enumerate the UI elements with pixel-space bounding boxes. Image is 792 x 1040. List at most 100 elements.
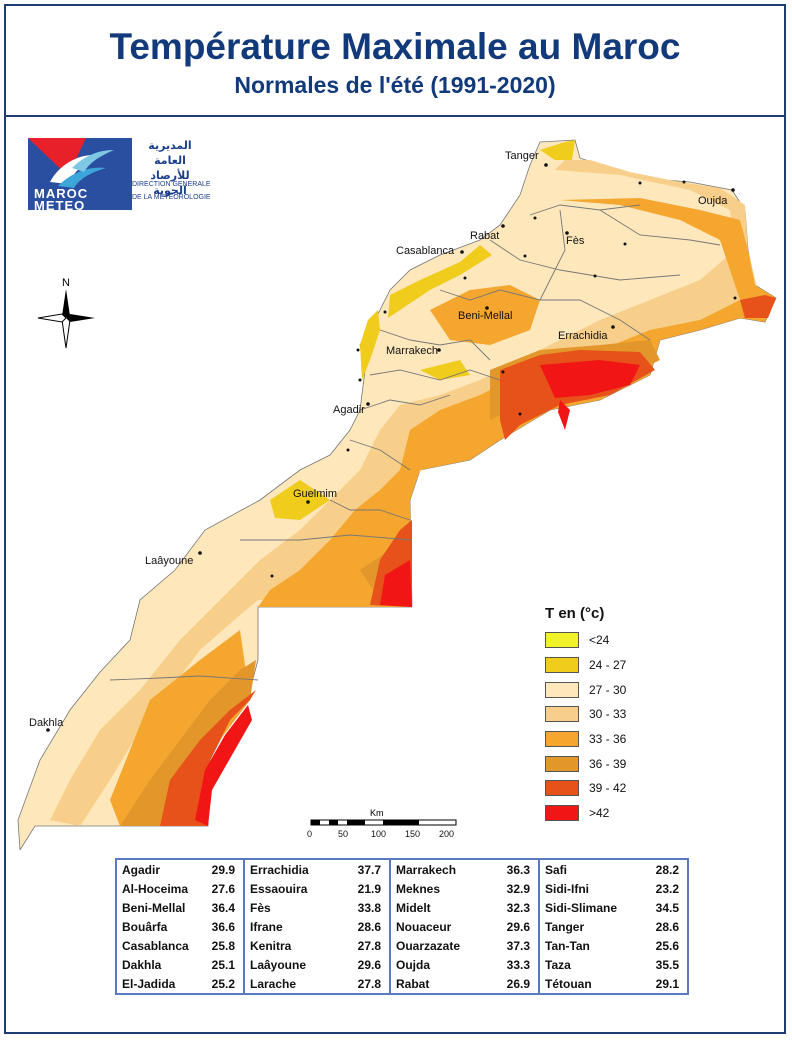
legend-item: 30 - 33 — [545, 702, 665, 727]
station-value: 25.2 — [211, 976, 235, 991]
station-value: 25.1 — [211, 957, 235, 972]
scale-unit-label: Km — [370, 808, 384, 818]
legend-label: 33 - 36 — [589, 732, 627, 747]
legend-item: <24 — [545, 628, 665, 653]
station-value: 32.9 — [506, 881, 530, 896]
city-label-errachidia: Errachidia — [558, 330, 608, 342]
station-name: Fès — [243, 898, 348, 917]
maroc-meteo-logo: MAROC METEO المديرية العامة للأرصاد الجو… — [28, 138, 211, 212]
station-name: Oujda — [389, 955, 497, 974]
station-value: 25.8 — [211, 938, 235, 953]
map-region-24-27-north — [540, 140, 575, 160]
station-name: Tétouan — [538, 974, 646, 994]
legend-label: 39 - 42 — [589, 781, 627, 796]
city-dot-fes — [565, 231, 569, 235]
legend-item: 24 - 27 — [545, 653, 665, 678]
logo-french-line1: DIRECTION GENERALE — [132, 181, 211, 188]
station-value: 29.6 — [357, 957, 381, 972]
city-dot-tanger — [544, 163, 548, 167]
legend-swatch — [545, 657, 579, 674]
city-dot-beni-mellal — [485, 306, 489, 310]
station-value: 28.6 — [357, 919, 381, 934]
legend-label: 24 - 27 — [589, 658, 627, 673]
city-dot-oujda — [731, 188, 735, 192]
station-value: 34.5 — [655, 900, 679, 915]
city-label-guelmim: Guelmim — [293, 488, 337, 500]
city-label-agadir: Agadir — [333, 404, 365, 416]
scale-tick-150: 150 — [405, 829, 421, 839]
legend-item: 33 - 36 — [545, 727, 665, 752]
compass-rose-icon: N — [37, 277, 95, 349]
station-value: 37.7 — [357, 862, 381, 877]
station-name: Marrakech — [389, 859, 497, 879]
map-region-24-27-casablanca — [388, 245, 492, 318]
station-value: 25.6 — [655, 938, 679, 953]
station-name: Tanger — [538, 917, 646, 936]
logo-french-text: DIRECTION GENERALE DE LA METEOROLOGIE — [132, 178, 212, 204]
table-row: Agadir 29.9 Errachidia 37.7 Marrakech 36.3 Saf… — [115, 859, 688, 879]
station-name: Meknes — [389, 879, 497, 898]
map-region-24-27-marrakech — [420, 360, 470, 380]
station-name: Beni-Mellal — [115, 898, 204, 917]
logo-arabic-text: المديرية العامة للأرصاد الجوية — [132, 138, 208, 198]
legend-title: T en (°c) — [545, 605, 605, 622]
city-dot-errachidia — [611, 325, 615, 329]
legend-label: <24 — [589, 633, 610, 648]
city-label-fes: Fès — [566, 235, 585, 247]
legend-swatch — [545, 681, 579, 698]
header: Température Maximale au Maroc Normales d… — [4, 4, 786, 117]
station-value: 28.2 — [655, 862, 679, 877]
temperature-map: N — [17, 139, 777, 850]
logo-french-line2: DE LA METEOROLOGIE — [132, 194, 211, 201]
station-name: Errachidia — [243, 859, 348, 879]
scale-tick-0: 0 — [307, 829, 313, 839]
station-value: 27.8 — [357, 976, 381, 991]
page-title: Température Maximale au Maroc — [109, 26, 681, 67]
legend-label: 36 - 39 — [589, 756, 627, 771]
logo-arabic-line1: المديرية العامة — [148, 139, 192, 167]
legend-swatch — [545, 805, 579, 822]
city-dot-casablanca — [460, 250, 464, 254]
station-name: Essaouira — [243, 879, 348, 898]
station-value: 29.1 — [655, 976, 679, 991]
station-value: 36.3 — [506, 862, 530, 877]
station-value: 33.8 — [357, 900, 381, 915]
scale-tick-50: 50 — [338, 829, 349, 839]
station-value: 27.8 — [357, 938, 381, 953]
station-name: Safi — [538, 859, 646, 879]
table-row: Al-Hoceima 27.6 Essaouira 21.9 Meknes 32.9 Sid… — [115, 879, 688, 898]
logo-brand: MAROC METEO — [34, 187, 88, 212]
station-name: Larache — [243, 974, 348, 994]
legend-label: 27 - 30 — [589, 682, 627, 697]
legend-items: <24 24 - 27 27 - 30 30 - 33 33 - 36 36 - 39 39… — [545, 628, 665, 826]
station-name: Dakhla — [115, 955, 204, 974]
station-name: Bouârfa — [115, 917, 204, 936]
city-label-tanger: Tanger — [505, 150, 539, 162]
station-value: 23.2 — [655, 881, 679, 896]
legend-swatch — [545, 731, 579, 748]
city-label-casablanca: Casablanca — [396, 245, 455, 257]
station-name: Laâyoune — [243, 955, 348, 974]
station-value: 35.5 — [655, 957, 679, 972]
scale-tick-100: 100 — [371, 829, 387, 839]
station-name: Nouaceur — [389, 917, 497, 936]
legend-item: 27 - 30 — [545, 677, 665, 702]
city-label-marrakech: Marrakech — [386, 345, 438, 357]
page-frame — [4, 4, 786, 1034]
logo-emblem-icon — [28, 138, 132, 210]
legend-label: >42 — [589, 806, 610, 821]
city-label-beni-mellal: Beni-Mellal — [458, 310, 512, 322]
station-value: 29.6 — [506, 919, 530, 934]
station-value: 36.4 — [211, 900, 235, 915]
map-region-24-27-guelmim — [270, 480, 330, 520]
scale-tick-200: 200 — [439, 829, 455, 839]
table-row: Beni-Mellal 36.4 Fès 33.8 Midelt 32.3 Sidi-Sli… — [115, 898, 688, 917]
station-value: 33.3 — [506, 957, 530, 972]
legend-item: 36 - 39 — [545, 751, 665, 776]
city-markers — [46, 163, 737, 732]
station-name: Sidi-Ifni — [538, 879, 646, 898]
legend-swatch — [545, 755, 579, 772]
station-value: 27.6 — [211, 881, 235, 896]
station-name: Sidi-Slimane — [538, 898, 646, 917]
station-name: Rabat — [389, 974, 497, 994]
